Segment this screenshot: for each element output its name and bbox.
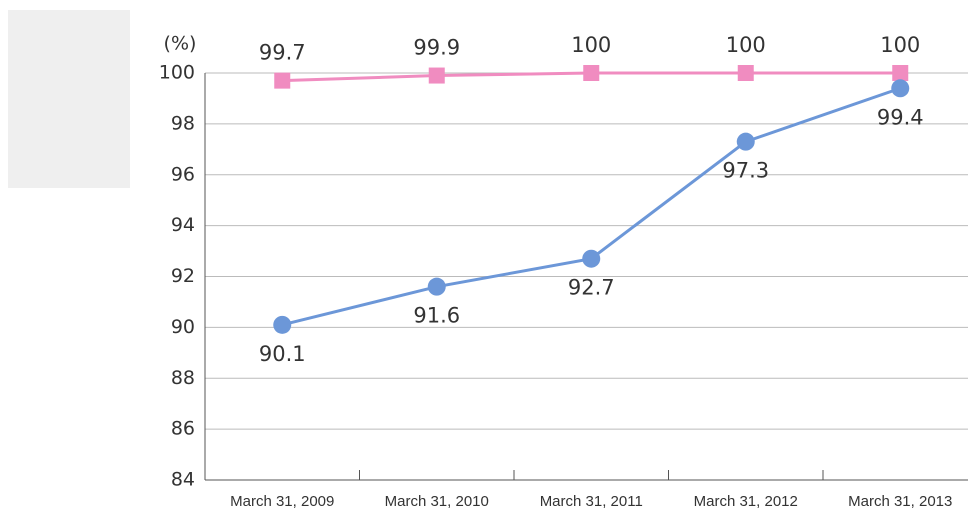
value-label: 99.9 — [413, 36, 460, 60]
y-tick-label: 84 — [171, 469, 195, 491]
marker — [737, 65, 754, 81]
value-label: 99.7 — [259, 41, 306, 65]
marker — [583, 65, 600, 81]
marker — [428, 67, 445, 84]
y-tick-label: 94 — [171, 214, 195, 236]
y-tick-label: 88 — [171, 367, 195, 389]
x-tick-label: March 31, 2011 — [540, 493, 643, 510]
x-tick-label: March 31, 2009 — [230, 493, 334, 510]
value-label: 100 — [880, 33, 920, 57]
marker — [892, 65, 909, 81]
background-panel — [8, 10, 130, 188]
value-label: 100 — [726, 33, 766, 57]
x-tick-label: March 31, 2010 — [385, 493, 489, 510]
x-tick-label: March 31, 2013 — [848, 493, 952, 510]
y-tick-label: 96 — [171, 163, 195, 185]
marker — [736, 132, 755, 151]
y-tick-label: 86 — [171, 418, 195, 440]
value-label: 92.7 — [568, 276, 615, 300]
x-tick-label: March 31, 2012 — [694, 493, 798, 510]
value-label: 91.6 — [413, 304, 460, 328]
marker — [582, 249, 601, 268]
y-tick-label: 92 — [171, 265, 195, 287]
marker — [273, 315, 292, 334]
marker — [274, 72, 291, 89]
y-axis-label: (%) — [164, 33, 197, 55]
value-label: 90.1 — [259, 342, 306, 366]
value-label: 100 — [571, 33, 611, 57]
marker — [891, 79, 910, 98]
value-label: 99.4 — [877, 105, 924, 129]
y-tick-label: 100 — [159, 62, 195, 84]
marker — [427, 277, 446, 296]
y-tick-label: 98 — [171, 112, 195, 134]
y-tick-label: 90 — [171, 316, 195, 338]
value-label: 97.3 — [722, 159, 769, 183]
